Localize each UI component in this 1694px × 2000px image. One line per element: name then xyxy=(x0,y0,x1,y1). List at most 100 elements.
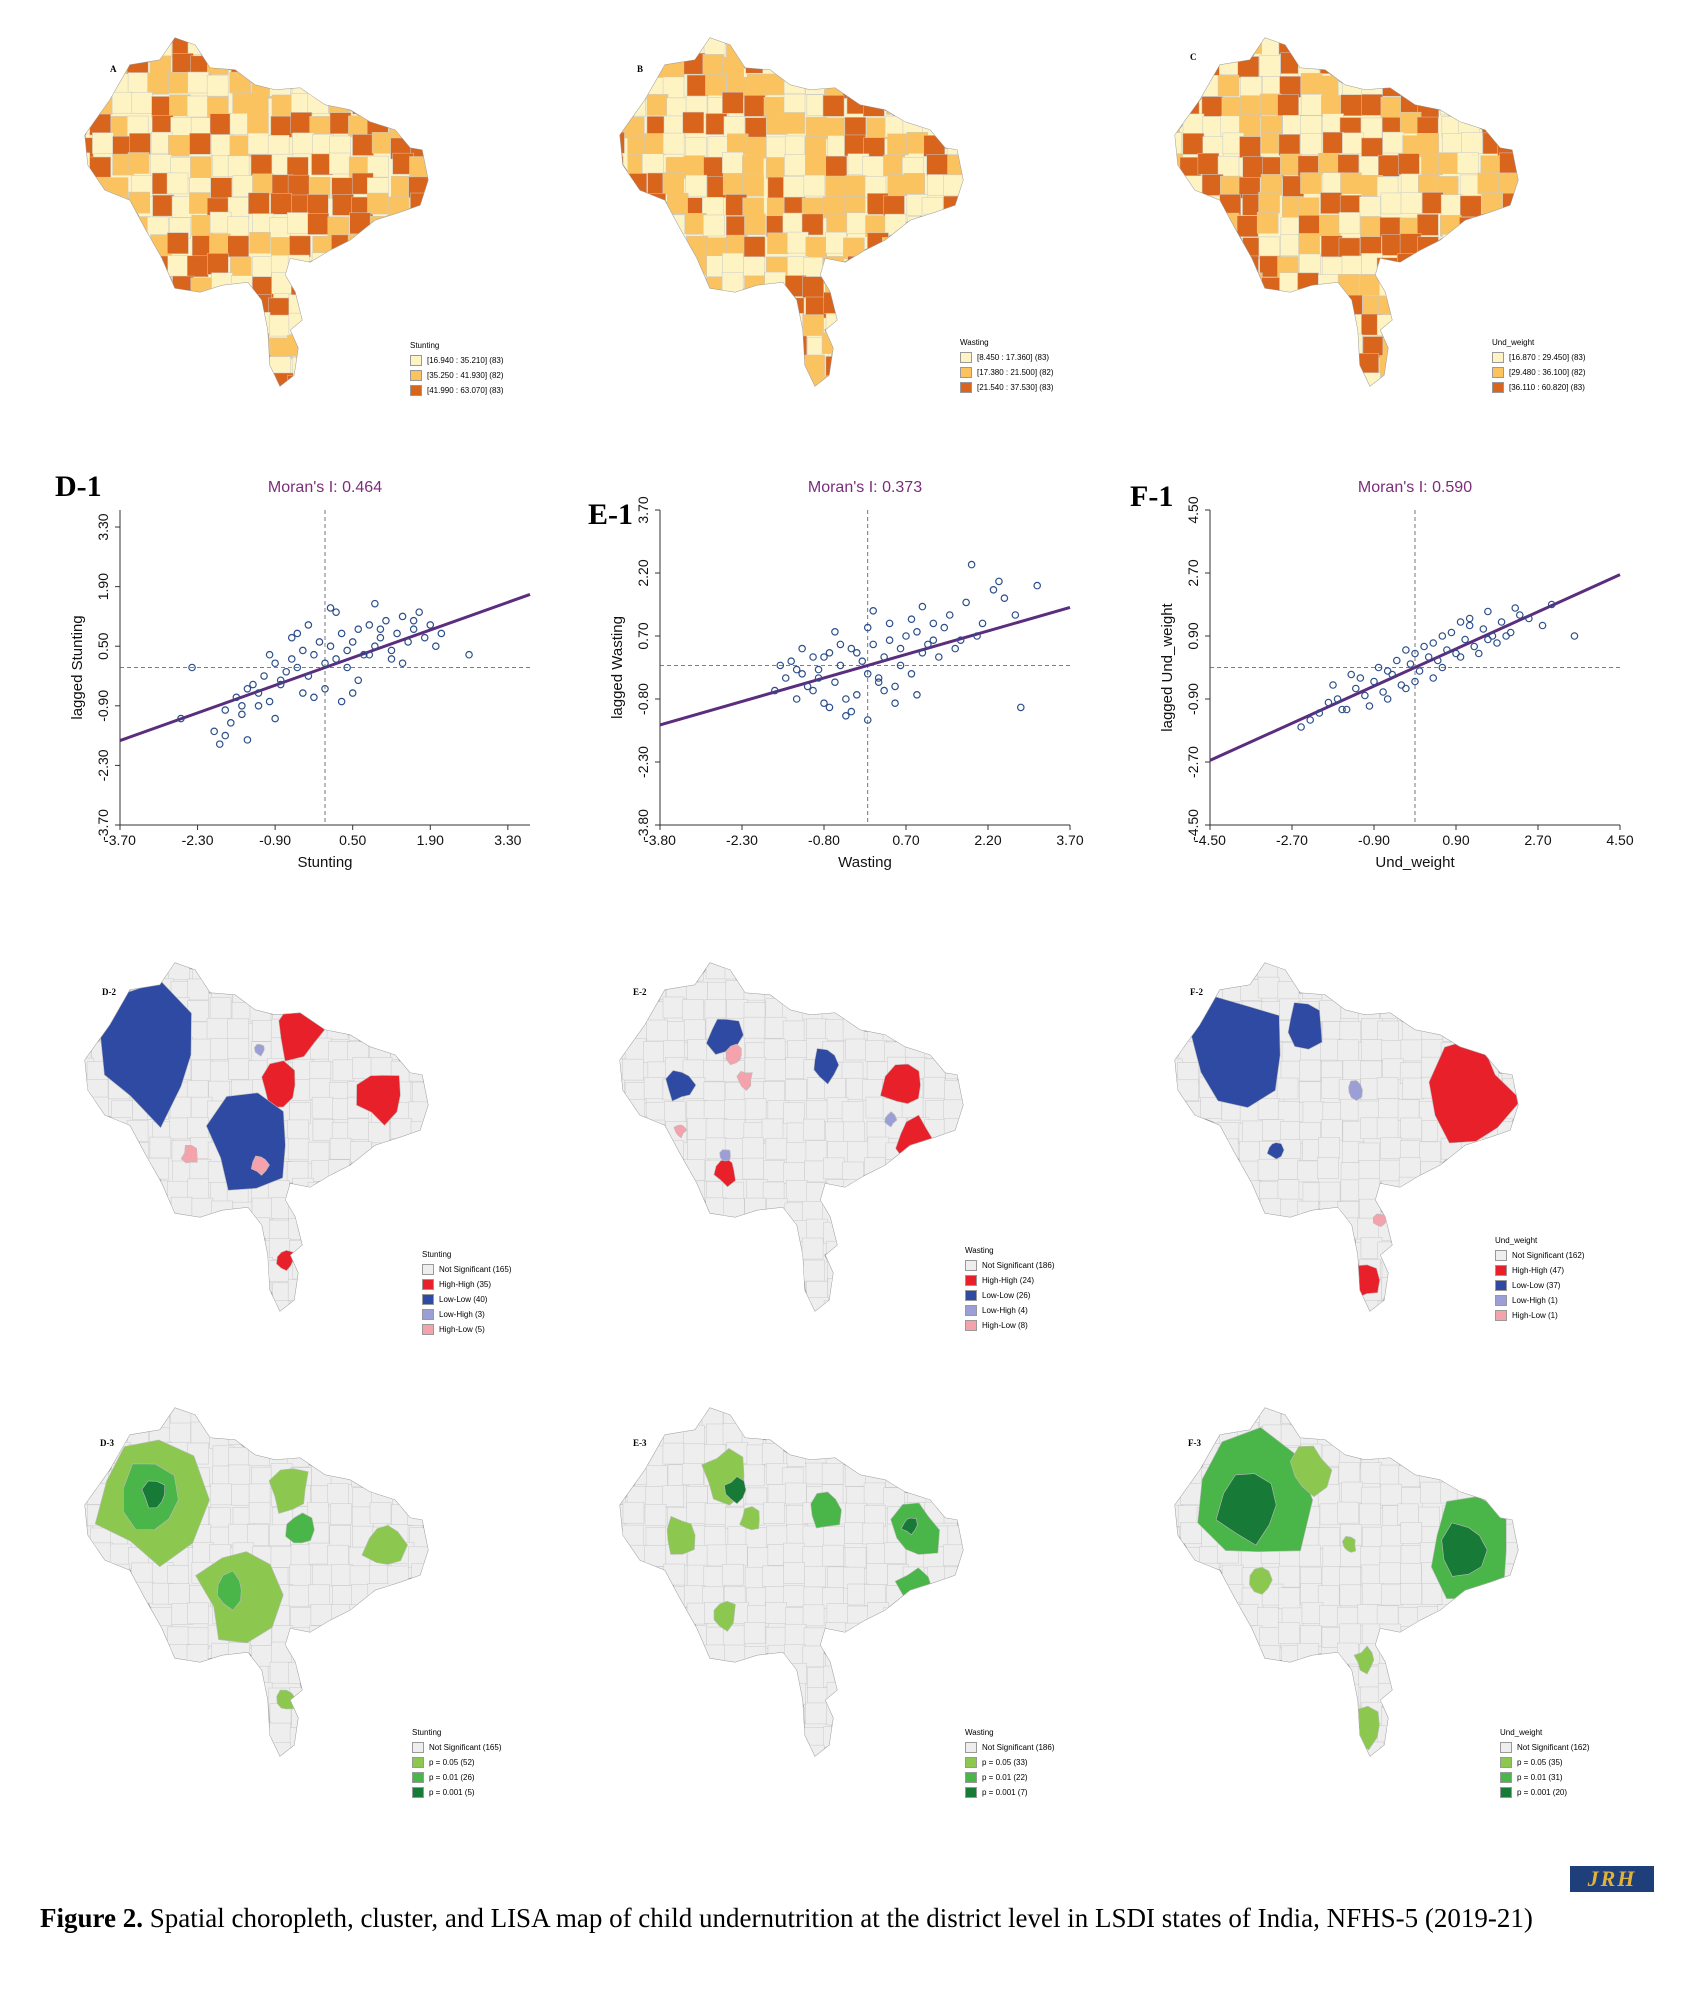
district-cell xyxy=(453,1037,474,1058)
district-cell xyxy=(684,1664,706,1686)
district-cell xyxy=(927,1002,950,1024)
cluster-region xyxy=(1249,1566,1273,1595)
district-cell xyxy=(987,118,1008,139)
district-cell xyxy=(447,1407,468,1428)
district-cell xyxy=(803,174,826,197)
district-cell xyxy=(1175,215,1183,238)
district-cell xyxy=(1500,1160,1518,1182)
district-cell xyxy=(329,112,352,134)
district-cell xyxy=(1237,1217,1259,1239)
district-cell xyxy=(1541,213,1562,234)
district-cell xyxy=(964,1183,985,1204)
district-cell xyxy=(761,1118,784,1141)
district-cell xyxy=(1318,1137,1340,1159)
district-cell xyxy=(91,212,114,235)
district-cell xyxy=(330,331,352,354)
district-cell xyxy=(230,275,253,297)
scatter-point xyxy=(243,736,252,744)
district-cell xyxy=(1178,1582,1201,1605)
district-cell xyxy=(389,1001,411,1024)
district-cell xyxy=(643,1747,666,1756)
district-cell xyxy=(682,999,704,1021)
district-cell xyxy=(1380,1137,1402,1160)
district-cell xyxy=(1218,1666,1241,1689)
district-cell xyxy=(922,1587,945,1610)
district-cell xyxy=(1200,1667,1222,1689)
scatter-point xyxy=(1497,618,1506,626)
district-cell xyxy=(1178,1196,1201,1219)
scatter-point xyxy=(863,716,872,724)
district-cell xyxy=(1419,1141,1441,1164)
district-cell xyxy=(292,1177,314,1200)
district-cell xyxy=(705,1723,727,1745)
district-cell xyxy=(987,978,1008,999)
district-cell xyxy=(328,1159,350,1181)
district-cell xyxy=(1240,95,1262,117)
district-cell xyxy=(348,1425,370,1448)
scatter-point xyxy=(276,676,285,685)
district-cell xyxy=(371,1158,394,1181)
district-cell xyxy=(1422,981,1444,1003)
district-cell xyxy=(887,332,909,354)
district-cell xyxy=(1300,354,1323,377)
district-cell xyxy=(826,1682,849,1704)
district-cell xyxy=(307,1181,330,1204)
legend-label: p = 0.05 (33) xyxy=(982,1758,1028,1767)
district-cell xyxy=(448,1644,469,1665)
district-cell xyxy=(209,1281,232,1304)
legend-swatch xyxy=(965,1260,977,1271)
legend-entry: High-Low (5) xyxy=(422,1322,511,1337)
scatter-point xyxy=(1315,709,1324,717)
district-cell xyxy=(1302,372,1324,386)
district-cell xyxy=(1180,1641,1203,1664)
legend-swatch xyxy=(1495,1250,1507,1261)
district-cell xyxy=(1282,297,1304,319)
district-cell xyxy=(391,1602,413,1624)
district-cell xyxy=(906,95,929,118)
district-cell xyxy=(1521,1018,1542,1039)
district-cell xyxy=(841,1706,864,1728)
y-tick-label: 4.50 xyxy=(1185,496,1201,523)
district-cell xyxy=(1418,1662,1441,1684)
district-cell xyxy=(1439,1162,1462,1184)
district-cell xyxy=(1361,253,1383,275)
district-cell xyxy=(329,375,351,386)
district-cell xyxy=(862,316,885,339)
district-cell xyxy=(411,963,428,983)
district-cell xyxy=(207,1664,230,1687)
district-cell xyxy=(409,1219,428,1241)
district-cell xyxy=(766,355,788,378)
district-cell xyxy=(863,963,886,981)
district-cell xyxy=(763,73,785,96)
map-panel-C: C Und_weight [16.870 : 29.450] (83) [29.48… xyxy=(1140,30,1660,420)
scatter-point xyxy=(973,632,981,640)
district-cell xyxy=(1178,235,1201,257)
district-cell xyxy=(229,1665,251,1688)
district-cell xyxy=(801,1237,824,1260)
district-cell xyxy=(1379,277,1401,299)
district-cell xyxy=(905,1408,928,1426)
district-cell xyxy=(1182,998,1205,1021)
map-legend: Wasting Not Significant (186) High-High (2… xyxy=(965,1243,1054,1333)
district-cell xyxy=(447,137,468,158)
legend-swatch xyxy=(1500,1787,1512,1798)
district-cell xyxy=(620,1446,629,1469)
district-cell xyxy=(427,1061,428,1084)
district-cell xyxy=(409,312,428,335)
district-cell xyxy=(1457,316,1480,339)
legend-swatch xyxy=(965,1757,977,1768)
district-cell xyxy=(1218,1221,1241,1244)
district-cell xyxy=(189,1723,211,1745)
district-cell xyxy=(947,1408,963,1429)
district-cell xyxy=(743,1277,766,1299)
district-cell xyxy=(329,1525,352,1547)
district-cell xyxy=(187,38,210,55)
district-cell xyxy=(904,1663,926,1685)
cluster-region xyxy=(250,1155,270,1176)
district-cell xyxy=(722,152,744,174)
district-cell xyxy=(1380,96,1403,119)
district-cell xyxy=(1201,1198,1224,1221)
district-cell xyxy=(370,274,393,296)
district-cell xyxy=(287,374,309,386)
district-cell xyxy=(1398,1465,1421,1488)
